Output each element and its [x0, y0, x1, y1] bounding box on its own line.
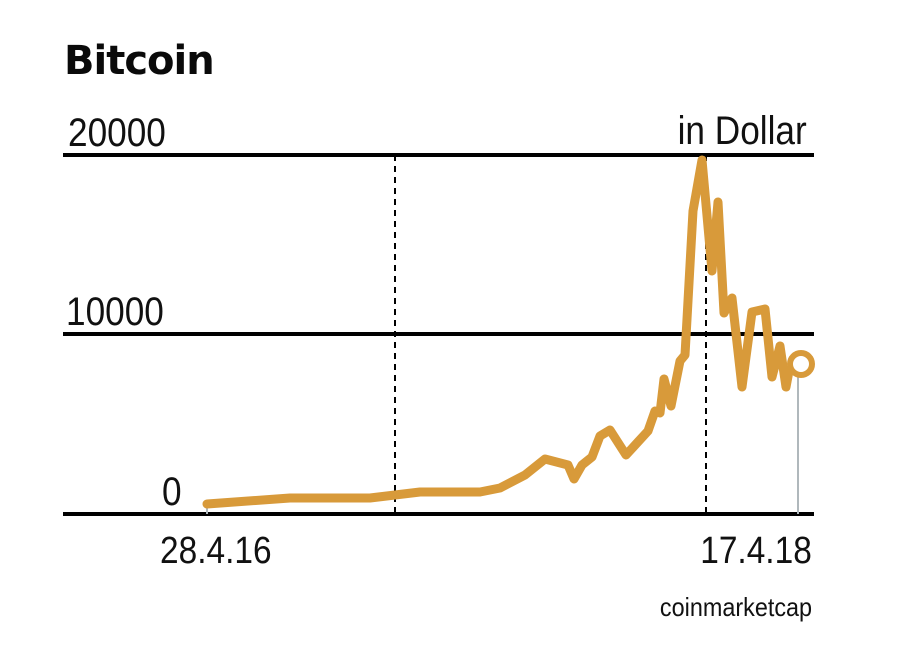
x-tick-label-end: 17.4.18 — [700, 530, 812, 572]
y-tick-label-10000: 10000 — [66, 290, 164, 334]
source-credit: coinmarketcap — [659, 592, 812, 622]
current-value-marker — [787, 350, 815, 378]
y-tick-label-20000: 20000 — [68, 111, 166, 155]
bitcoin-price-line — [202, 155, 794, 509]
unit-label: in Dollar — [677, 109, 807, 153]
chart-title: Bitcoin — [64, 38, 215, 84]
y-tick-label-0: 0 — [162, 470, 182, 514]
x-tick-label-start: 28.4.16 — [160, 530, 272, 572]
